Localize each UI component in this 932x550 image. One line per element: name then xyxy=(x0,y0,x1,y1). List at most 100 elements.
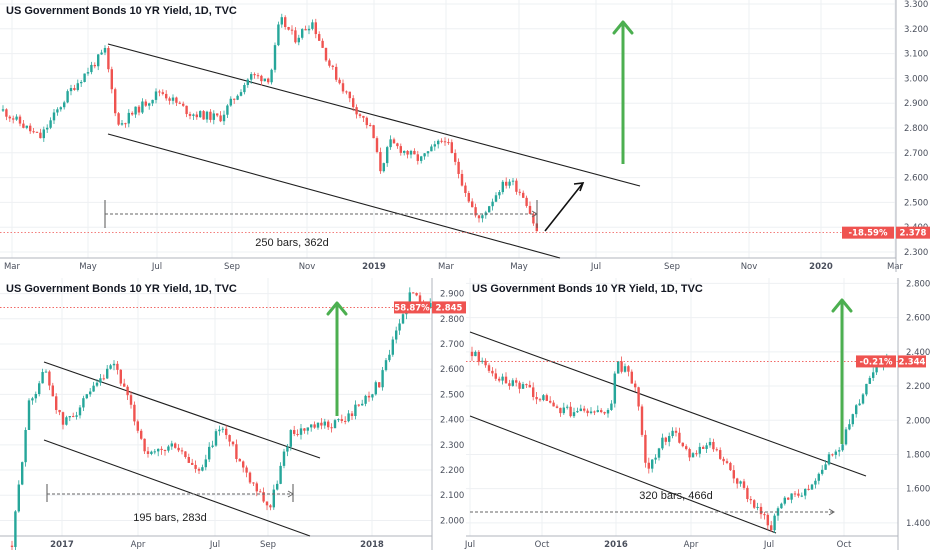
candle-body xyxy=(851,414,854,425)
candle-body xyxy=(678,432,681,443)
candle-body xyxy=(528,384,531,388)
candle-body xyxy=(426,151,430,154)
y-tick-label: 3.300 xyxy=(904,0,928,10)
candle-body xyxy=(56,109,59,113)
candle-body xyxy=(797,493,800,496)
candle-body xyxy=(248,472,252,483)
candle-body xyxy=(191,462,194,465)
y-tick-label: 3.100 xyxy=(904,50,928,60)
candle-body xyxy=(58,409,61,413)
candle-body xyxy=(39,132,42,139)
x-tick-label: 2019 xyxy=(362,262,386,272)
candle-body xyxy=(773,515,776,531)
candle-body xyxy=(289,430,292,447)
candle-body xyxy=(97,54,100,67)
candle-body xyxy=(606,409,610,414)
chart-canvas-bottom-right[interactable]: 2.800 2.600 2.400 2.200 2.000 1.800 1.600 1.400… xyxy=(464,278,932,550)
candle-body xyxy=(304,29,307,31)
candle-body xyxy=(204,459,207,468)
candle-body xyxy=(868,377,871,384)
candle-body xyxy=(367,395,371,398)
candle-body xyxy=(589,411,593,414)
candle-body xyxy=(511,380,514,386)
candle-body xyxy=(25,125,28,128)
candle-body xyxy=(311,22,314,29)
candle-body xyxy=(525,197,528,206)
change-tag xyxy=(856,355,896,368)
measure-label: 320 bars, 466d xyxy=(639,490,712,502)
candle-body xyxy=(150,451,153,454)
x-tick-label: Oct xyxy=(837,540,852,550)
candle-body xyxy=(379,151,382,172)
candle-body xyxy=(161,92,164,94)
candle-body xyxy=(131,112,134,115)
candle-body xyxy=(85,394,88,399)
candle-body xyxy=(202,111,205,120)
candle-body xyxy=(505,181,508,186)
candle-body xyxy=(552,402,555,407)
candle-body xyxy=(171,97,175,101)
candle-body xyxy=(861,394,865,404)
candle-body xyxy=(698,446,701,454)
up-arrow-head xyxy=(326,301,348,316)
candle-body xyxy=(566,406,569,408)
y-tick-label: 2.400 xyxy=(906,348,930,358)
candle-body xyxy=(498,192,501,196)
candle-body xyxy=(117,113,120,125)
candle-body xyxy=(21,462,24,485)
chart-panel-bottom-left[interactable]: 2.900 2.800 2.700 2.600 2.500 2.400 2.300 2.200… xyxy=(0,278,466,550)
chart-canvas-bottom-left[interactable]: 2.900 2.800 2.700 2.600 2.500 2.400 2.300 2.200… xyxy=(0,278,466,550)
candle-body xyxy=(119,369,122,384)
candle-body xyxy=(86,72,90,74)
change-tag-label: -0.21% xyxy=(859,357,892,367)
candle-body xyxy=(753,500,756,508)
candle-body xyxy=(177,447,180,451)
candle-body xyxy=(831,454,834,456)
candle-body xyxy=(844,429,848,445)
candle-body xyxy=(175,97,178,103)
candle-body xyxy=(187,457,190,463)
candle-body xyxy=(18,116,22,124)
price-tag-label: 2.378 xyxy=(900,229,927,239)
candle-body xyxy=(369,125,372,127)
candle-body xyxy=(165,93,168,99)
chart-panel-top[interactable]: 3.300 3.200 3.100 3.000 2.900 2.800 2.700 2.600… xyxy=(0,0,932,272)
candle-body xyxy=(848,424,851,430)
candle-body xyxy=(474,207,477,216)
candle-body xyxy=(65,417,68,425)
candle-body xyxy=(515,180,518,192)
candle-body xyxy=(722,458,725,462)
candle-body xyxy=(365,117,368,126)
candle-body xyxy=(72,416,75,418)
candle-body xyxy=(185,105,188,115)
candle-body xyxy=(10,545,14,547)
candle-body xyxy=(219,115,222,122)
up-arrow-head xyxy=(831,298,853,313)
candle-body xyxy=(341,83,345,92)
candle-body xyxy=(418,295,422,305)
candle-body xyxy=(225,428,228,436)
x-tick-label: 2017 xyxy=(50,540,74,550)
candle-body xyxy=(160,448,163,450)
candle-body xyxy=(382,163,385,172)
candle-body xyxy=(668,436,671,442)
candle-body xyxy=(75,415,78,417)
candle-body xyxy=(280,17,283,25)
candle-body xyxy=(31,398,34,401)
candle-body xyxy=(596,410,599,412)
y-tick-label: 3.000 xyxy=(904,74,928,84)
candle-body xyxy=(398,323,401,331)
candle-body xyxy=(52,112,56,121)
candle-body xyxy=(235,444,238,460)
candle-body xyxy=(572,412,576,417)
candle-body xyxy=(252,482,255,484)
candle-body xyxy=(89,391,92,395)
candle-body xyxy=(263,78,266,82)
candle-body xyxy=(99,378,102,383)
chart-panel-bottom-right[interactable]: 2.800 2.600 2.400 2.200 2.000 1.800 1.600 1.400… xyxy=(464,278,932,550)
x-tick-label: May xyxy=(79,262,97,272)
y-tick-label: 3.200 xyxy=(904,25,928,35)
chart-canvas-top[interactable]: 3.300 3.200 3.100 3.000 2.900 2.800 2.700 2.600… xyxy=(0,0,932,272)
y-tick-label: 2.000 xyxy=(440,516,464,526)
candle-body xyxy=(875,364,878,373)
